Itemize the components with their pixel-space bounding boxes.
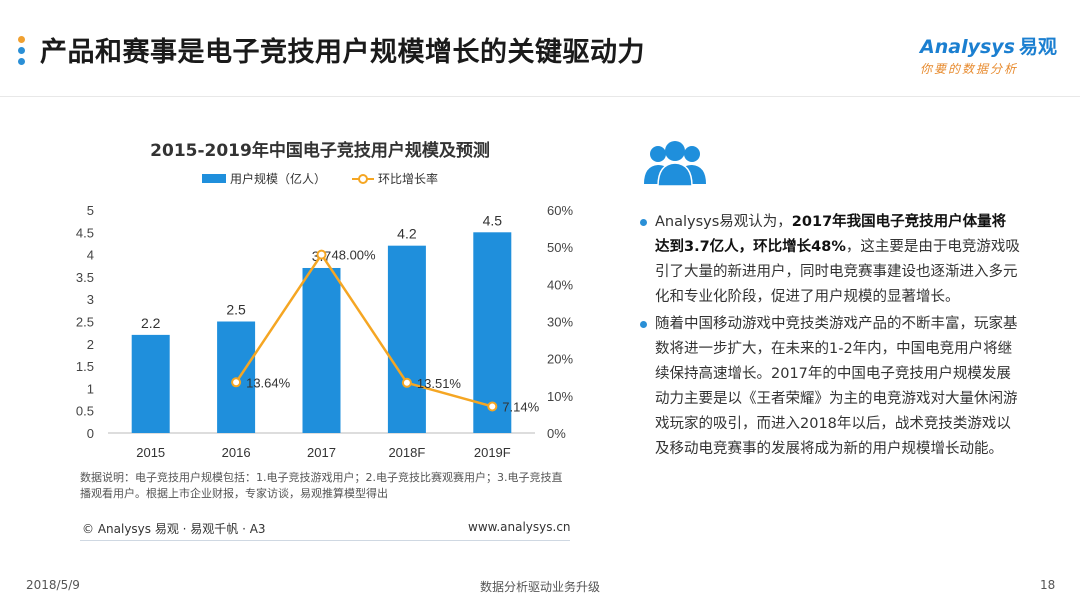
analysis-bullets: Analysys易观认为，2017年我国电子竞技用户体量将达到3.7亿人，环比增… — [640, 210, 1020, 464]
page-title: 产品和赛事是电子竞技用户规模增长的关键驱动力 — [40, 37, 645, 68]
slide-date: 2018/5/9 — [26, 578, 80, 592]
x-tick-label: 2017 — [307, 445, 336, 460]
logo-tagline: 你要的数据分析 — [920, 62, 1019, 76]
bar — [387, 245, 426, 433]
growth-point — [231, 377, 242, 388]
y-left-tick: 1.5 — [76, 359, 94, 374]
header-divider — [0, 96, 1080, 97]
y-left-tick: 3.5 — [76, 270, 94, 285]
logo-cn: 易观 — [1018, 36, 1057, 58]
logo-wordmark: nalysys — [934, 36, 1015, 58]
legend-bar-label: 用户规模（亿人） — [230, 171, 326, 186]
bar — [131, 334, 170, 433]
x-tick-label: 2016 — [222, 445, 251, 460]
bar — [217, 321, 256, 433]
bar-value-label: 2.5 — [226, 302, 246, 318]
slide-footer-text: 数据分析驱动业务升级 — [479, 580, 600, 594]
source-url[interactable]: www.analysys.cn — [468, 520, 571, 534]
copyright: © Analysys 易观 · 易观千帆 · A3 — [82, 522, 266, 536]
y-right-tick: 50% — [547, 240, 573, 255]
growth-point — [401, 377, 412, 388]
growth-label: 13.51% — [417, 376, 462, 391]
growth-line — [235, 252, 493, 408]
y-right-tick: 20% — [547, 352, 573, 367]
logo-letter: A — [920, 36, 935, 58]
y-left-tick: 2.5 — [76, 315, 94, 330]
growth-point — [487, 401, 498, 412]
bullet-1-post: ，这主要是由于电竞游戏吸引了大量的新进用户，同时电竞赛事建设也逐渐进入多元化和专… — [655, 239, 1020, 305]
data-note: 数据说明：电子竞技用户规模包括：1.电子竞技游戏用户；2.电子竞技比赛观赛用户；… — [80, 471, 563, 500]
y-left-tick: 1 — [87, 381, 94, 396]
legend-bar-swatch — [202, 174, 226, 183]
x-tick-label: 2019F — [474, 445, 511, 460]
y-left-tick: 5 — [87, 203, 94, 218]
people-icon — [644, 141, 706, 187]
bullet-dot — [640, 321, 647, 328]
bullet-1-highlight: 2017年我国电子竞技用户体量将达到3.7亿人，环比增长48% — [655, 214, 1007, 255]
footer-divider — [80, 540, 570, 541]
bar — [473, 232, 512, 433]
legend-line-label: 环比增长率 — [378, 171, 438, 186]
y-left-tick: 4.5 — [76, 225, 94, 240]
y-right-tick: 0% — [547, 426, 566, 441]
bar — [302, 267, 341, 433]
x-tick-label: 2018F — [388, 445, 425, 460]
y-right-tick: 10% — [547, 389, 573, 404]
title-dots — [18, 36, 28, 69]
title-dot — [18, 58, 25, 65]
page-number: 18 — [1040, 578, 1056, 592]
bar-value-label: 4.5 — [483, 212, 503, 228]
bullet-2: 随着中国移动游戏中竞技类游戏产品的不断丰富，玩家基数将进一步扩大，在未来的1-2… — [640, 312, 1020, 462]
bullet-1-pre: Analysys易观认为， — [655, 214, 792, 230]
y-right-tick: 60% — [547, 203, 573, 218]
legend-line-marker — [358, 174, 368, 184]
growth-label: 7.14% — [502, 399, 539, 414]
y-right-tick: 40% — [547, 277, 573, 292]
chart-title: 2015-2019年中国电子竞技用户规模及预测 — [150, 141, 490, 161]
y-left-tick: 4 — [87, 248, 94, 263]
analysys-logo: Analysys 易观 你要的数据分析 — [920, 32, 1060, 77]
bullet-1: Analysys易观认为，2017年我国电子竞技用户体量将达到3.7亿人，环比增… — [640, 210, 1020, 310]
x-tick-label: 2015 — [136, 445, 165, 460]
y-left-tick: 3 — [87, 292, 94, 307]
y-right-tick: 30% — [547, 315, 573, 330]
bullet-dot — [640, 219, 647, 226]
bullet-2-text: 随着中国移动游戏中竞技类游戏产品的不断丰富，玩家基数将进一步扩大，在未来的1-2… — [655, 316, 1018, 457]
growth-label: 13.64% — [246, 375, 291, 390]
title-dot — [18, 36, 25, 43]
y-left-tick: 0.5 — [76, 404, 94, 419]
bar-value-label: 4.2 — [397, 226, 417, 242]
bar-value-label: 2.2 — [141, 315, 161, 331]
growth-label: 48.00% — [332, 248, 377, 263]
y-left-tick: 0 — [87, 426, 94, 441]
growth-point — [316, 249, 327, 260]
y-left-tick: 2 — [87, 337, 94, 352]
title-dot — [18, 47, 25, 54]
